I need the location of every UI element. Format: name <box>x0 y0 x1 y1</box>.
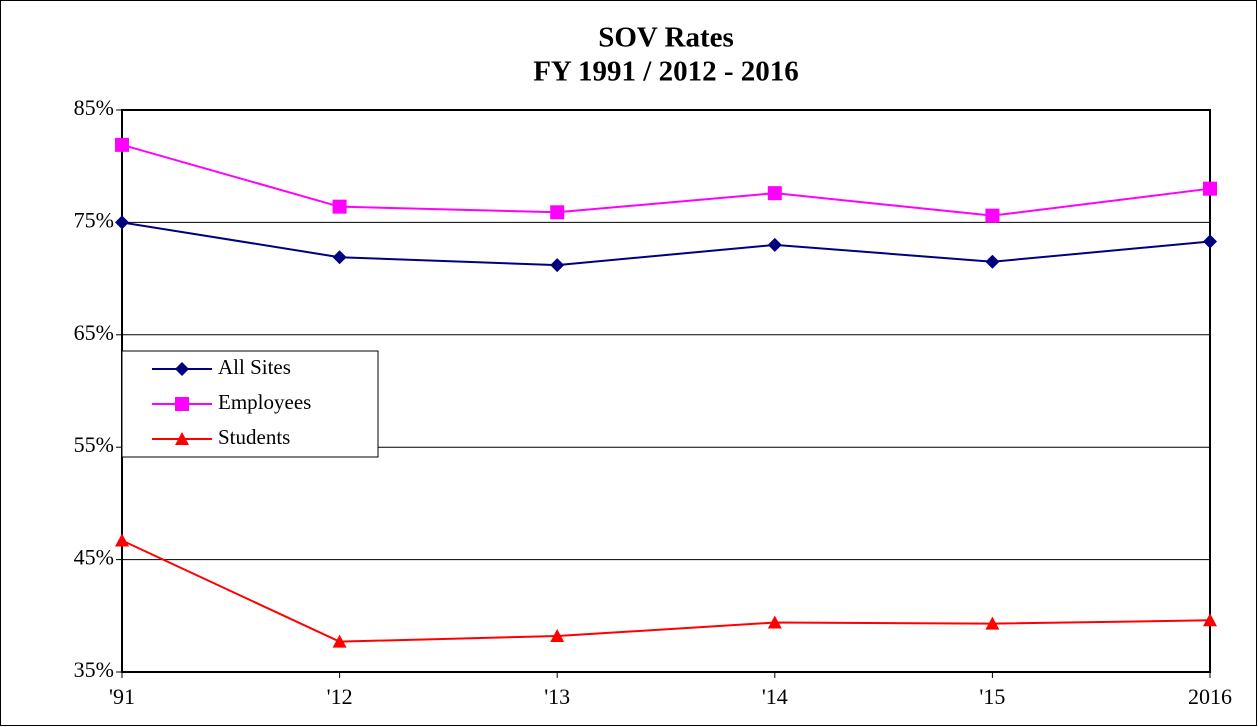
x-tick-label: '91 <box>109 684 135 709</box>
marker <box>550 205 565 220</box>
series-line <box>121 221 1211 267</box>
marker <box>767 615 782 629</box>
series-line <box>121 143 1211 217</box>
marker <box>115 533 129 547</box>
marker <box>985 254 1000 269</box>
marker <box>1203 613 1217 627</box>
x-tick-label: 2016 <box>1188 684 1232 709</box>
marker <box>550 629 565 643</box>
marker <box>985 208 1000 223</box>
x-tick-label: '14 <box>762 684 788 709</box>
marker <box>550 258 565 273</box>
legend-label: All Sites <box>218 355 291 379</box>
y-tick-label: 45% <box>74 545 114 570</box>
x-tick-label: '15 <box>979 684 1005 709</box>
legend-label: Students <box>218 425 290 449</box>
y-tick-label: 75% <box>74 207 114 232</box>
marker <box>767 237 782 252</box>
x-tick-label: '12 <box>327 684 353 709</box>
marker <box>1203 181 1217 196</box>
y-tick-label: 55% <box>74 432 114 457</box>
y-tick-label: 65% <box>74 320 114 345</box>
marker <box>115 137 129 152</box>
y-tick-label: 85% <box>74 95 114 120</box>
legend-label: Employees <box>218 390 311 414</box>
x-tick-label: '13 <box>544 684 570 709</box>
marker <box>175 397 189 411</box>
chart-subtitle: FY 1991 / 2012 - 2016 <box>533 56 799 88</box>
marker <box>767 186 782 201</box>
chart-title: SOV Rates <box>598 22 734 54</box>
marker <box>1203 234 1217 249</box>
marker <box>332 199 347 214</box>
marker <box>985 616 1000 630</box>
marker <box>332 634 347 648</box>
marker <box>175 432 189 445</box>
marker <box>175 362 189 376</box>
marker <box>115 215 129 230</box>
y-tick-label: 35% <box>74 657 114 682</box>
marker <box>332 250 347 265</box>
series-line <box>121 539 1211 643</box>
